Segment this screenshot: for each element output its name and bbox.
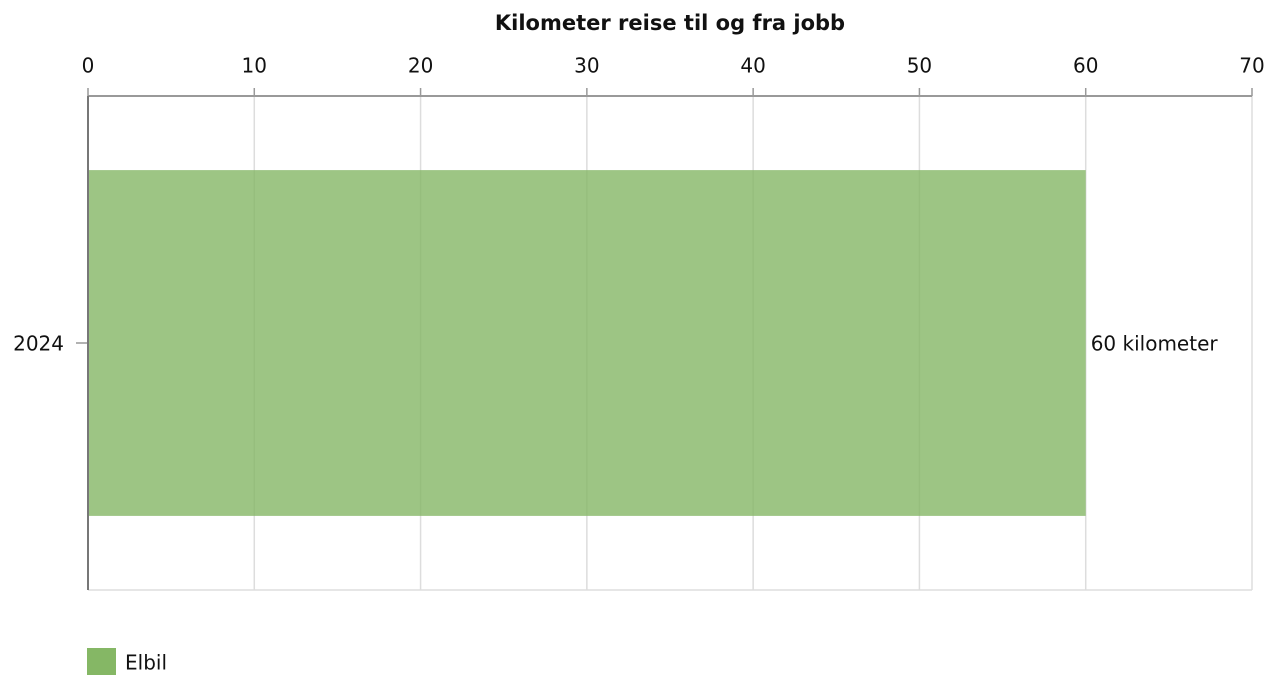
x-tick-label: 70 — [1239, 54, 1264, 78]
x-tick-label: 0 — [82, 54, 95, 78]
legend-swatch — [87, 648, 116, 675]
x-tick-label: 20 — [408, 54, 433, 78]
legend-label: Elbil — [125, 651, 167, 675]
x-tick-label: 50 — [907, 54, 932, 78]
bar — [88, 170, 1086, 516]
chart-title: Kilometer reise til og fra jobb — [495, 11, 845, 35]
y-tick-label: 2024 — [13, 332, 64, 356]
data-label: 60 kilometer — [1091, 332, 1219, 356]
x-tick-label: 10 — [242, 54, 267, 78]
x-tick-label: 30 — [574, 54, 599, 78]
x-tick-label: 60 — [1073, 54, 1098, 78]
x-tick-label: 40 — [740, 54, 765, 78]
